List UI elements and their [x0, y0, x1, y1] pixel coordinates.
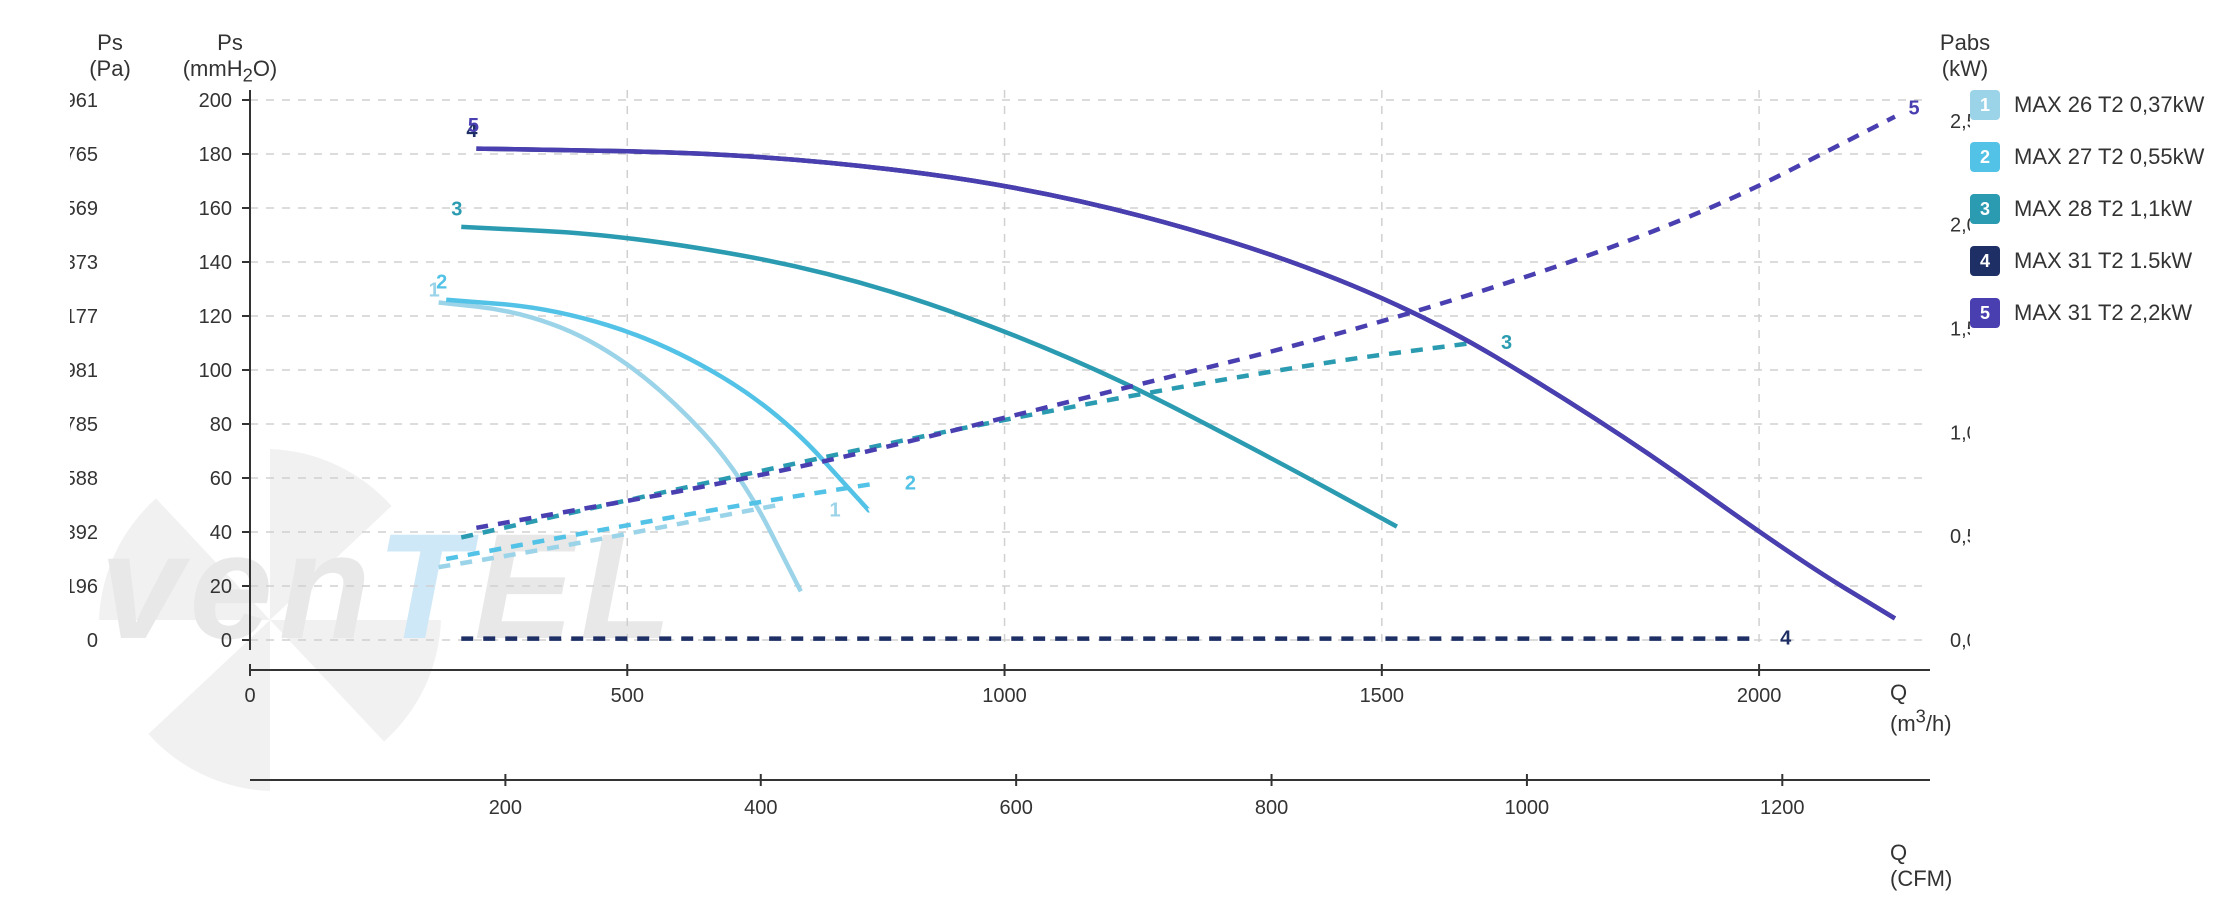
svg-text:500: 500	[611, 685, 644, 707]
legend-label: MAX 26 T2 0,37kW	[2014, 92, 2204, 118]
svg-text:0,00: 0,00	[1950, 630, 1970, 652]
legend-swatch: 2	[1970, 142, 2000, 172]
svg-text:981: 981	[70, 360, 98, 382]
series-3-label: 3	[451, 199, 462, 221]
svg-text:1569: 1569	[70, 198, 98, 220]
svg-text:196: 196	[70, 576, 98, 598]
series-5-label-dash: 5	[1908, 97, 1919, 119]
svg-text:20: 20	[210, 576, 232, 598]
svg-text:140: 140	[199, 252, 232, 274]
series-5-solid	[476, 149, 1895, 619]
series-3-dashed	[461, 343, 1472, 537]
legend-label: MAX 31 T2 2,2kW	[2014, 300, 2192, 326]
plot-svg: 0500100015002000200400600800100012000196…	[70, 40, 1970, 860]
svg-text:200: 200	[199, 90, 232, 112]
series-3-solid	[461, 227, 1397, 527]
legend-item-1: 1 MAX 26 T2 0,37kW	[1970, 90, 2204, 120]
svg-text:785: 785	[70, 414, 98, 436]
svg-text:600: 600	[999, 797, 1032, 819]
legend-swatch: 1	[1970, 90, 2000, 120]
legend-label: MAX 28 T2 1,1kW	[2014, 196, 2192, 222]
svg-text:1177: 1177	[70, 306, 98, 328]
svg-text:1,00: 1,00	[1950, 422, 1970, 444]
legend-item-5: 5 MAX 31 T2 2,2kW	[1970, 298, 2204, 328]
legend-swatch: 3	[1970, 194, 2000, 224]
legend-item-2: 2 MAX 27 T2 0,55kW	[1970, 142, 2204, 172]
series-1-label-dash: 1	[829, 499, 840, 521]
svg-text:40: 40	[210, 522, 232, 544]
series-1-dashed	[439, 505, 779, 567]
svg-text:400: 400	[744, 797, 777, 819]
svg-text:100: 100	[199, 360, 232, 382]
svg-text:0,50: 0,50	[1950, 526, 1970, 548]
series-2-solid	[446, 300, 869, 511]
series-5-dashed	[476, 117, 1895, 528]
chart-plot-area: Ps(Pa) Ps(mmH2O) Pabs(kW) Q (m3/h) Q (CF…	[70, 40, 1970, 860]
legend-swatch: 5	[1970, 298, 2000, 328]
svg-text:0: 0	[244, 685, 255, 707]
svg-text:1,50: 1,50	[1950, 318, 1970, 340]
legend-label: MAX 31 T2 1.5kW	[2014, 248, 2192, 274]
series-5-label: 5	[468, 115, 479, 137]
series-4-solid	[476, 149, 1895, 619]
legend-swatch: 4	[1970, 246, 2000, 276]
series-2-label-dash: 2	[905, 472, 916, 494]
series-4-label-dash: 4	[1780, 628, 1792, 650]
svg-text:120: 120	[199, 306, 232, 328]
legend-label: MAX 27 T2 0,55kW	[2014, 144, 2204, 170]
svg-text:1765: 1765	[70, 144, 98, 166]
svg-text:1000: 1000	[1505, 797, 1550, 819]
svg-text:160: 160	[199, 198, 232, 220]
svg-text:2,00: 2,00	[1950, 215, 1970, 237]
svg-text:0: 0	[87, 630, 98, 652]
svg-text:60: 60	[210, 468, 232, 490]
svg-text:200: 200	[489, 797, 522, 819]
series-2-label: 2	[436, 271, 447, 293]
svg-text:0: 0	[221, 630, 232, 652]
series-3-label-dash: 3	[1501, 332, 1512, 354]
legend-item-4: 4 MAX 31 T2 1.5kW	[1970, 246, 2204, 276]
svg-text:1373: 1373	[70, 252, 98, 274]
svg-text:1200: 1200	[1760, 797, 1805, 819]
svg-text:180: 180	[199, 144, 232, 166]
fan-curve-chart: venTEL Ps(Pa) Ps(mmH2O) Pabs(kW) Q (m3/h…	[0, 0, 2219, 897]
svg-text:80: 80	[210, 414, 232, 436]
svg-text:1000: 1000	[982, 685, 1026, 707]
svg-text:392: 392	[70, 522, 98, 544]
svg-text:588: 588	[70, 468, 98, 490]
svg-text:1961: 1961	[70, 90, 98, 112]
legend-item-3: 3 MAX 28 T2 1,1kW	[1970, 194, 2204, 224]
svg-text:1500: 1500	[1360, 685, 1405, 707]
svg-text:2,50: 2,50	[1950, 111, 1970, 133]
svg-text:2000: 2000	[1737, 685, 1782, 707]
legend: 1 MAX 26 T2 0,37kW 2 MAX 27 T2 0,55kW 3 MAX 2…	[1970, 90, 2204, 350]
svg-text:800: 800	[1255, 797, 1288, 819]
